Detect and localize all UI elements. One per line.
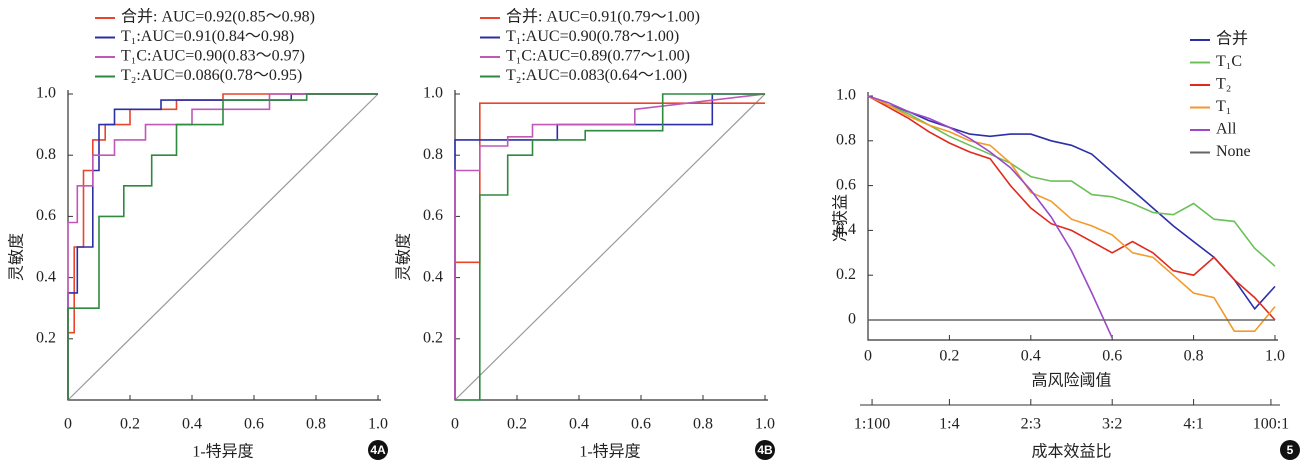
panel-label: 4B [757, 443, 773, 457]
y-tick-label: 0.2 [36, 329, 56, 346]
y-tick-label: 0.2 [836, 266, 856, 283]
series-line [867, 95, 1276, 267]
panel-badge [368, 440, 388, 460]
x-tick-label: 0 [451, 416, 459, 433]
y-tick-label: 0.8 [423, 146, 443, 163]
legend-label: T₁C:AUC=0.89(0.77～1.00) [506, 48, 690, 65]
y-tick-label: 1.0 [423, 85, 443, 102]
series-line [67, 93, 378, 400]
y-tick-label: 0.6 [423, 207, 443, 224]
y-tick-label: 0.4 [423, 268, 443, 285]
legend-label: 合并 [1216, 30, 1248, 48]
series-line [67, 93, 378, 400]
panel-badge [1280, 440, 1300, 460]
series-line [867, 95, 1276, 321]
legend-label: T₁C:AUC=0.90(0.83～0.97) [121, 48, 305, 65]
x-tick-label: 0 [64, 416, 72, 433]
legend-label: T₁ [1216, 98, 1231, 115]
y-tick-label: 0.6 [836, 176, 856, 193]
x-tick-label: 0.2 [939, 348, 959, 365]
y-axis-title: 灵敏度 [8, 233, 26, 281]
legend-label: T₁C [1216, 53, 1242, 70]
x-tick-label: 0.4 [182, 416, 202, 433]
series-line [867, 95, 1113, 339]
series-line [454, 102, 765, 400]
y-tick-label: 0.6 [36, 207, 56, 224]
x-tick-label: 0.8 [693, 416, 713, 433]
x-axis-title: 1-特异度 [579, 443, 640, 461]
x-tick-label: 0.2 [507, 416, 527, 433]
y-tick-label: 0.2 [423, 329, 443, 346]
y-tick-label: 0.8 [36, 146, 56, 163]
x2-tick-label: 4:1 [1183, 416, 1203, 433]
x2-tick-label: 100:1 [1253, 416, 1289, 433]
legend-label: T₁:AUC=0.90(0.78～1.00) [506, 28, 679, 45]
y-tick-label: 1.0 [836, 87, 856, 104]
series-line [867, 95, 1276, 332]
series-line [867, 95, 1276, 311]
series-line [455, 93, 765, 401]
x2-axis-title: 成本效益比 [1031, 443, 1111, 461]
x-tick-label: 1.0 [755, 416, 775, 433]
y-axis-title: 灵敏度 [395, 233, 413, 281]
panel-label: 5 [1287, 443, 1294, 457]
x-tick-label: 0.4 [569, 416, 589, 433]
legend-label: None [1216, 143, 1251, 160]
y-tick-label: 0.8 [836, 131, 856, 148]
x-tick-label: 0.6 [244, 416, 264, 433]
x2-tick-label: 1:100 [854, 416, 890, 433]
legend-label: All [1216, 121, 1237, 138]
series-line [454, 93, 766, 400]
x-tick-label: 0 [864, 348, 872, 365]
x-tick-label: 0.8 [306, 416, 326, 433]
y-tick-label: 0 [848, 311, 856, 328]
x-tick-label: 0.4 [1021, 348, 1041, 365]
y-axis-title: 净获益 [832, 194, 850, 242]
x-tick-label: 1.0 [1265, 348, 1285, 365]
reference-diagonal [454, 93, 766, 401]
x2-tick-label: 1:4 [939, 416, 959, 433]
x-tick-label: 0.2 [120, 416, 140, 433]
x-axis-title: 1-特异度 [192, 443, 253, 461]
y-tick-label: 1.0 [36, 85, 56, 102]
y-tick-label: 0.4 [36, 268, 56, 285]
reference-diagonal [67, 93, 379, 401]
x-tick-label: 0.8 [1184, 348, 1204, 365]
x-tick-label: 0.6 [1102, 348, 1122, 365]
x-tick-label: 1.0 [368, 416, 388, 433]
panel-label: 4A [370, 443, 386, 457]
x-axis-title: 高风险阈值 [1031, 372, 1111, 390]
legend-label: 合并: AUC=0.91(0.79～1.00) [506, 8, 700, 26]
legend-label: T₂:AUC=0.086(0.78～0.95) [121, 67, 302, 84]
x2-tick-label: 3:2 [1102, 416, 1122, 433]
legend-label: T₁:AUC=0.91(0.84～0.98) [121, 28, 294, 45]
x2-tick-label: 2:3 [1021, 416, 1041, 433]
y-tick-label: 0.4 [836, 221, 856, 238]
legend-label: T₂:AUC=0.083(0.64～1.00) [506, 67, 687, 84]
x-tick-label: 0.6 [631, 416, 651, 433]
legend-label: T₂ [1216, 76, 1231, 93]
panel-badge [755, 440, 775, 460]
legend-label: 合并: AUC=0.92(0.85～0.98) [121, 8, 315, 26]
